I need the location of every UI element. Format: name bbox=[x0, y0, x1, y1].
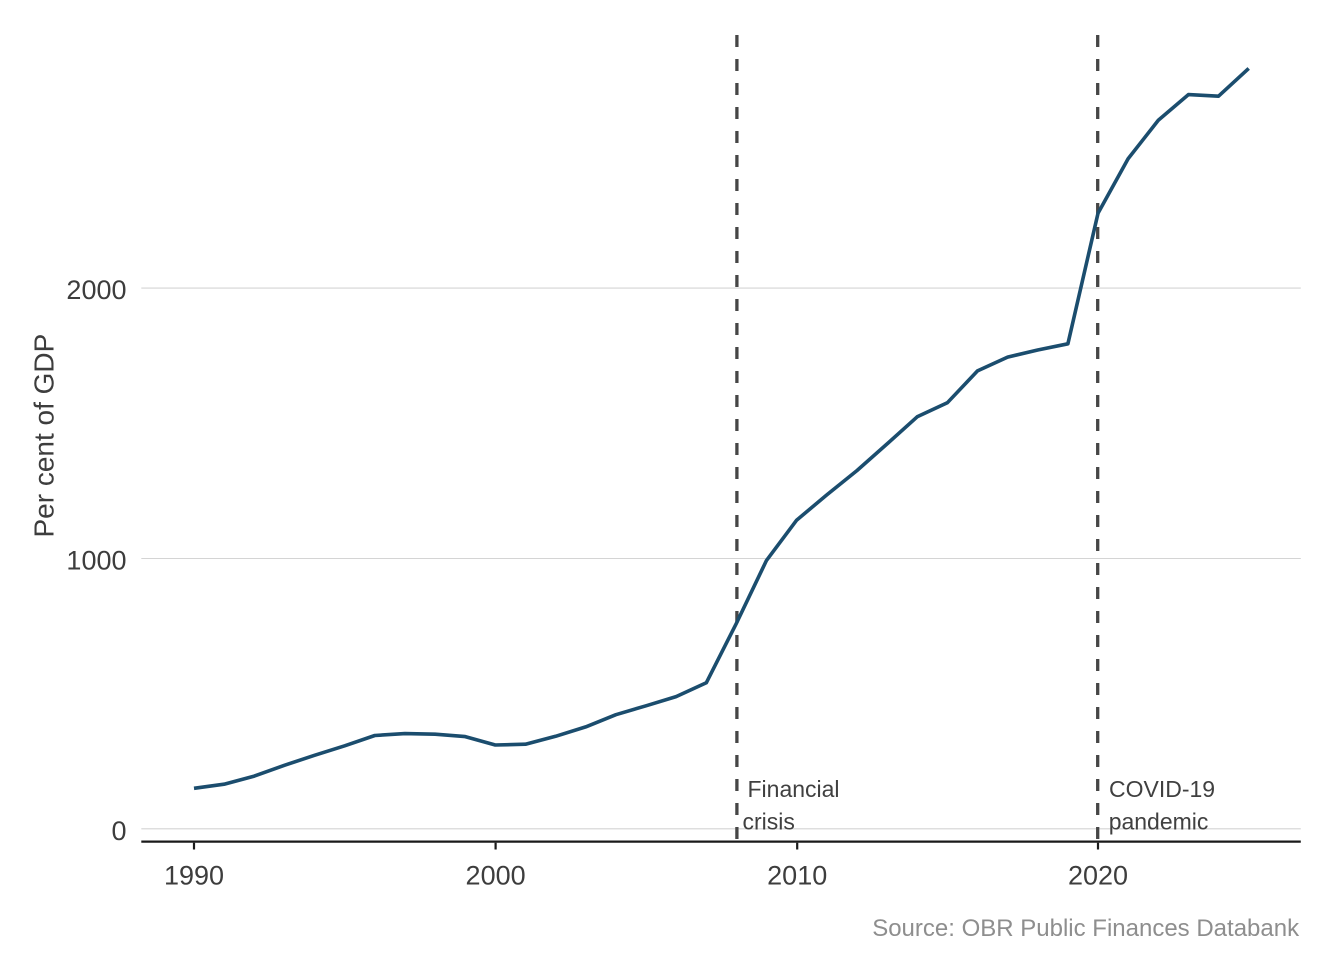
svg-text:Source: OBR Public Finances Da: Source: OBR Public Finances Databank bbox=[872, 915, 1300, 942]
svg-text:pandemic: pandemic bbox=[1109, 809, 1209, 835]
svg-text:2010: 2010 bbox=[767, 861, 827, 891]
svg-text:0: 0 bbox=[111, 816, 126, 846]
svg-text:2000: 2000 bbox=[466, 861, 526, 891]
svg-text:crisis: crisis bbox=[743, 809, 795, 835]
svg-text:1990: 1990 bbox=[164, 861, 224, 891]
svg-text:COVID-19: COVID-19 bbox=[1109, 776, 1215, 802]
svg-text:Financial: Financial bbox=[748, 776, 840, 802]
svg-text:2000: 2000 bbox=[66, 275, 126, 305]
svg-text:1000: 1000 bbox=[66, 546, 126, 576]
svg-text:2020: 2020 bbox=[1068, 861, 1128, 891]
svg-text:Per cent of GDP: Per cent of GDP bbox=[28, 334, 59, 538]
